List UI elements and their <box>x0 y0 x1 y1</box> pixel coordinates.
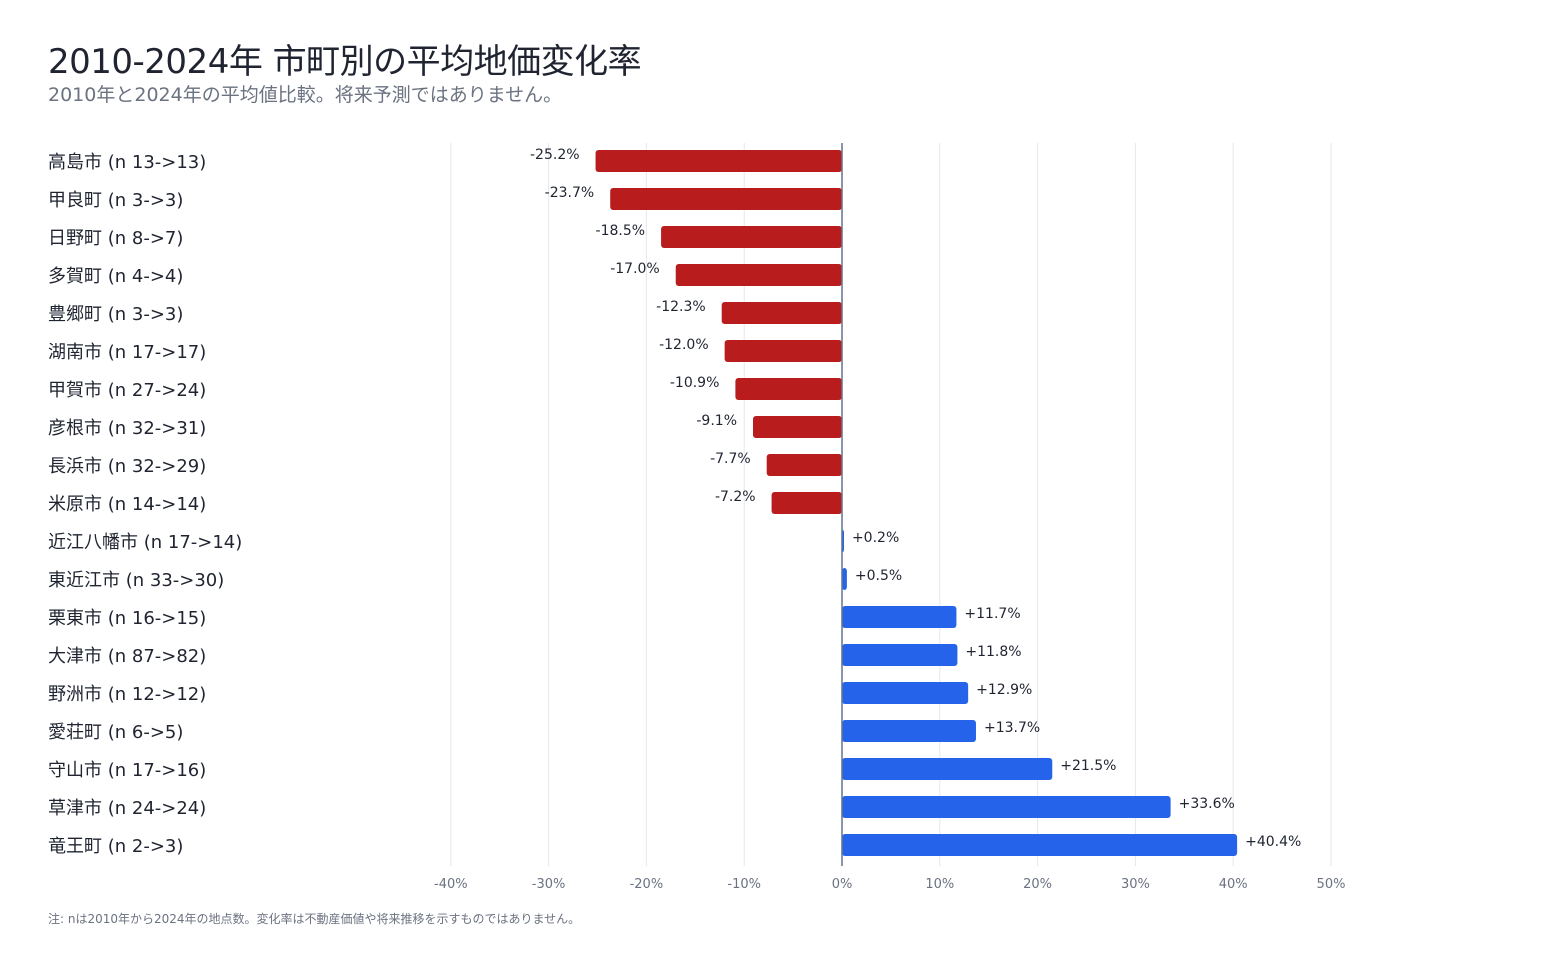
value-label: -23.7% <box>545 185 595 201</box>
bar <box>595 150 842 172</box>
value-label: -25.2% <box>530 147 580 163</box>
x-tick-label: 40% <box>1219 877 1248 892</box>
category-label: 甲良町 (n 3->3) <box>48 190 183 211</box>
category-label: 近江八幡市 (n 17->14) <box>48 532 242 553</box>
bar <box>735 378 842 400</box>
value-label: +40.4% <box>1245 834 1301 850</box>
bar <box>771 492 842 514</box>
x-tick-label: 0% <box>832 877 853 892</box>
x-tick-label: 20% <box>1023 877 1052 892</box>
value-label: -9.1% <box>696 413 737 429</box>
chart-subtitle: 2010年と2024年の平均値比較。将来予測ではありません。 <box>48 84 563 106</box>
value-label: +33.6% <box>1179 796 1235 812</box>
bar <box>842 796 1171 818</box>
bar <box>721 302 842 324</box>
value-label: +13.7% <box>984 720 1040 736</box>
value-label: -10.9% <box>670 375 720 391</box>
category-label: 野洲市 (n 12->12) <box>48 684 206 705</box>
category-label: 彦根市 (n 32->31) <box>48 418 206 439</box>
bar <box>766 454 842 476</box>
bar <box>842 682 969 704</box>
x-tick-label: 50% <box>1317 877 1346 892</box>
value-label: -7.7% <box>710 451 751 467</box>
grid-lines <box>450 143 1332 866</box>
x-tick-label: -30% <box>532 877 566 892</box>
bar <box>842 568 847 590</box>
category-label: 長浜市 (n 32->29) <box>48 456 206 477</box>
category-label: 竜王町 (n 2->3) <box>48 836 183 857</box>
bar <box>610 188 842 210</box>
bar <box>661 226 842 248</box>
value-label: -12.3% <box>656 299 706 315</box>
chart-title: 2010-2024年 市町別の平均地価変化率 <box>48 42 642 82</box>
category-label: 愛荘町 (n 6->5) <box>48 722 183 743</box>
x-tick-label: -20% <box>630 877 664 892</box>
bar <box>842 644 958 666</box>
value-label: +0.2% <box>852 530 899 546</box>
bar <box>675 264 842 286</box>
value-label: +0.5% <box>855 568 902 584</box>
x-tick-label: -40% <box>434 877 468 892</box>
labels: -40% -30% -20% -10% 0% 10% 20% 30% 40% 50% 高島市 (n … <box>48 147 1345 892</box>
bar <box>842 834 1238 856</box>
value-label: +11.8% <box>965 644 1021 660</box>
value-label: +21.5% <box>1060 758 1116 774</box>
footnote: 注: nは2010年から2024年の地点数。変化率は不動産価値や将来推移を示すも… <box>48 912 581 926</box>
bar <box>842 758 1053 780</box>
x-tick-label: 10% <box>925 877 954 892</box>
category-label: 高島市 (n 13->13) <box>48 152 206 173</box>
value-label: -18.5% <box>596 223 646 239</box>
bar <box>842 720 976 742</box>
category-label: 湖南市 (n 17->17) <box>48 342 206 363</box>
value-label: -12.0% <box>659 337 709 353</box>
bar <box>753 416 842 438</box>
value-label: -17.0% <box>610 261 660 277</box>
value-label: +12.9% <box>976 682 1032 698</box>
category-label: 日野町 (n 8->7) <box>48 228 183 249</box>
category-label: 米原市 (n 14->14) <box>48 494 206 515</box>
x-tick-label: -10% <box>727 877 761 892</box>
category-label: 草津市 (n 24->24) <box>48 798 206 819</box>
bars <box>595 150 1238 856</box>
category-label: 甲賀市 (n 27->24) <box>48 380 206 401</box>
value-label: +11.7% <box>964 606 1020 622</box>
value-label: -7.2% <box>715 489 756 505</box>
category-label: 栗東市 (n 16->15) <box>48 608 206 629</box>
bar <box>842 606 957 628</box>
category-label: 守山市 (n 17->16) <box>48 760 206 781</box>
category-label: 豊郷町 (n 3->3) <box>48 304 183 325</box>
x-tick-label: 30% <box>1121 877 1150 892</box>
category-label: 多賀町 (n 4->4) <box>48 266 183 287</box>
bar <box>724 340 842 362</box>
category-label: 東近江市 (n 33->30) <box>48 570 224 591</box>
category-label: 大津市 (n 87->82) <box>48 646 206 667</box>
